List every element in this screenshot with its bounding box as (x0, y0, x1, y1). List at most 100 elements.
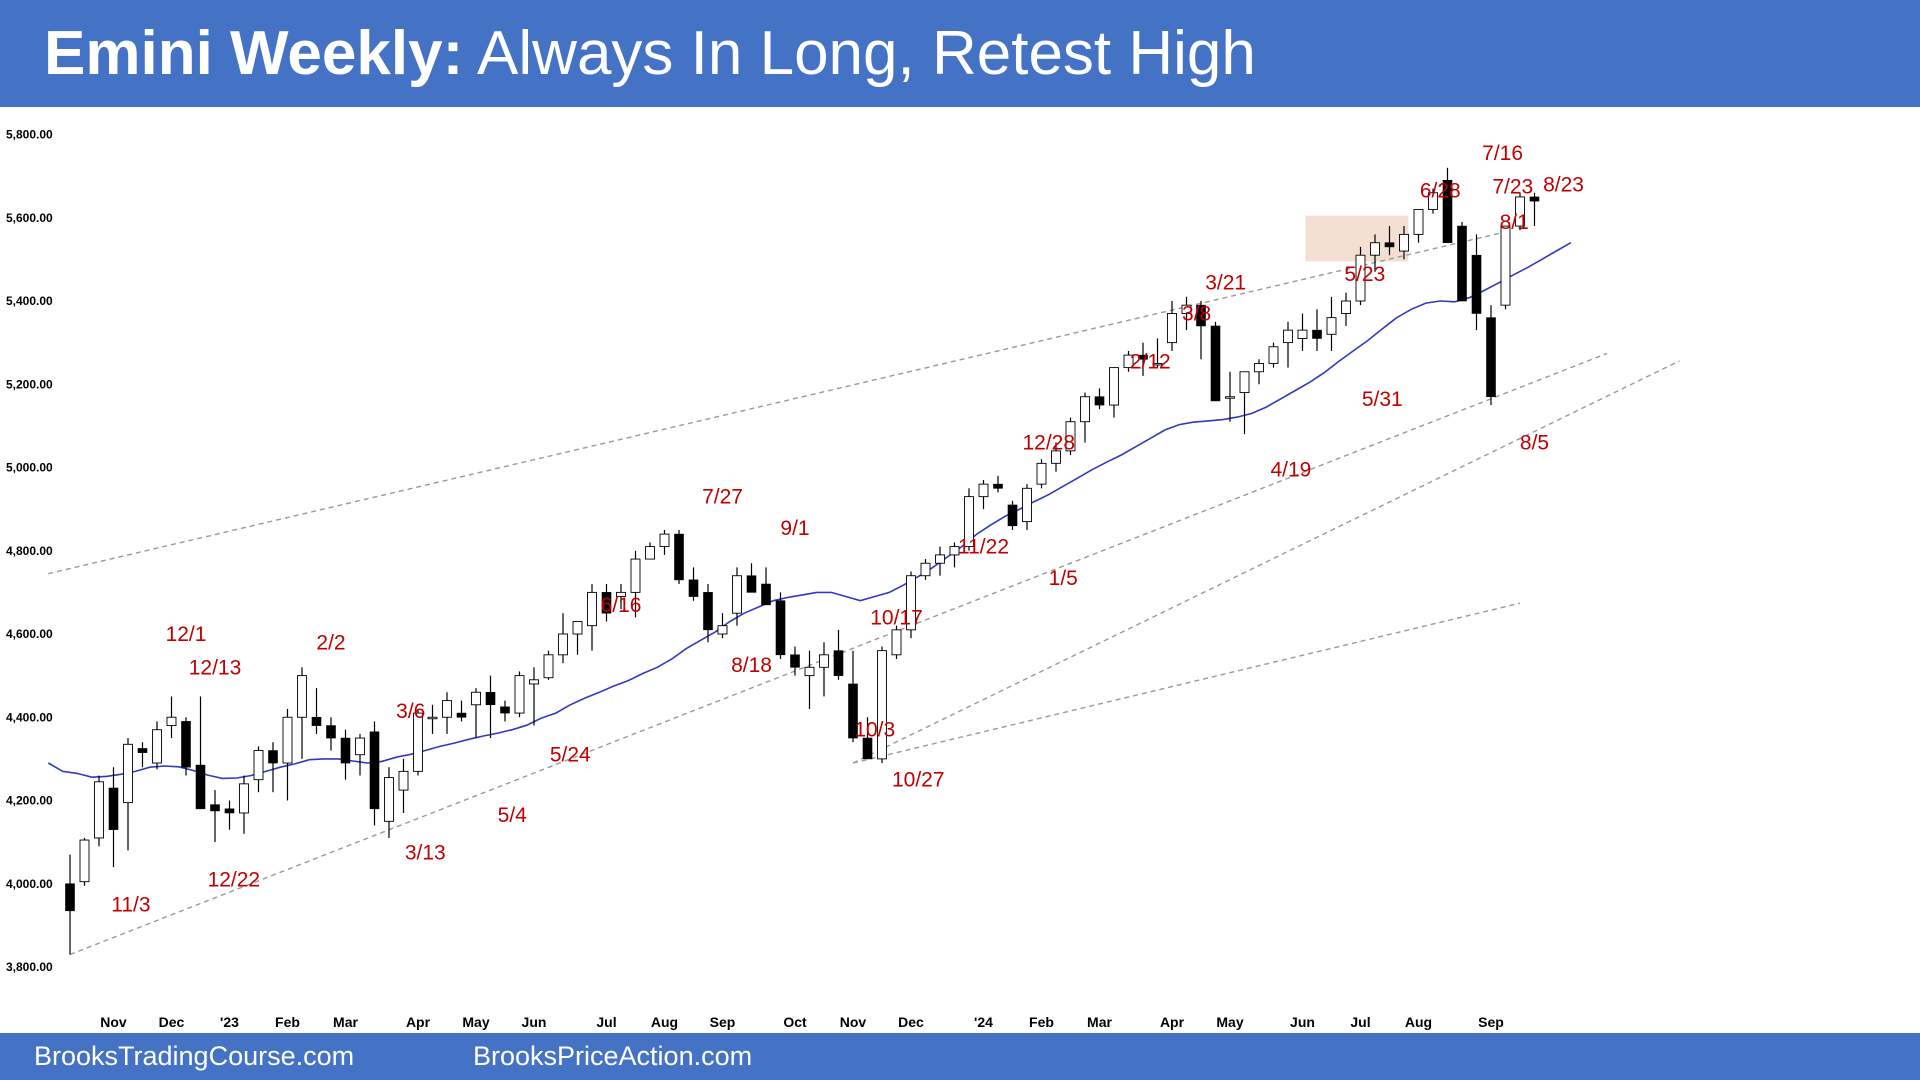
candle-15 (282, 708, 293, 801)
candle-body (1239, 371, 1250, 394)
y-axis: 3,800.00 4,000.00 4,200.00 4,400.00 4,600.00… (6, 128, 53, 975)
candle-body (500, 706, 510, 714)
candle-body (1341, 300, 1351, 314)
candle-body (413, 712, 423, 772)
candle-body (456, 712, 467, 718)
candle-77 (1181, 296, 1192, 331)
x-axis: Nov Dec '23 Feb Mar Apr May Jun Jul Aug Sep Oct Nov D… (100, 1014, 1504, 1030)
candle-body (1036, 462, 1047, 485)
candle-21 (369, 721, 380, 826)
y-tick-label: 3,800.00 (6, 960, 53, 974)
candle-44 (703, 584, 713, 643)
moving-average-layer (47, 242, 1572, 780)
annotation-label: 8/1 (1500, 211, 1529, 234)
x-tick-label: Jun (1290, 1014, 1315, 1030)
candle-body (442, 700, 452, 718)
trendline-3 (852, 602, 1521, 764)
annotation-label: 8/18 (731, 654, 772, 677)
annotation-label: 6/16 (601, 594, 642, 617)
x-tick-label: '23 (220, 1014, 239, 1030)
candle-98 (1486, 305, 1496, 406)
candle-body (326, 725, 336, 739)
candle-89 (1355, 246, 1366, 306)
candle-body (964, 496, 974, 548)
candle-47 (746, 563, 757, 593)
candle-body (1167, 313, 1177, 344)
candle-body (1051, 450, 1061, 464)
candle-body (65, 883, 75, 912)
candle-51 (804, 650, 815, 709)
candle-36 (587, 584, 597, 651)
candle-body (572, 621, 583, 635)
annotation-label: 8/23 (1543, 173, 1584, 196)
candle-52 (819, 642, 829, 697)
candle-57 (891, 625, 902, 659)
candle-body (543, 654, 554, 679)
footer-link-brookstradingcourse[interactable]: BrooksTradingCourse.com (34, 1041, 355, 1071)
candle-68 (1051, 442, 1061, 472)
x-tick-label: Mar (333, 1014, 358, 1030)
candle-56 (877, 646, 887, 764)
trendline-4 (852, 360, 1680, 764)
candle-body (659, 533, 670, 548)
candle-body (1007, 504, 1018, 527)
candle-90 (1370, 234, 1380, 272)
x-tick-label: '24 (974, 1014, 993, 1030)
candle-body (1065, 421, 1076, 452)
candle-body (645, 546, 655, 560)
candle-body (862, 737, 873, 760)
candle-body (384, 777, 394, 822)
candle-layer (65, 167, 1540, 955)
candle-61 (949, 542, 960, 568)
candle-13 (253, 746, 264, 793)
x-tick-label: Nov (840, 1014, 867, 1030)
candle-10 (210, 790, 220, 843)
x-tick-label: Jul (1350, 1014, 1370, 1030)
candle-body (906, 575, 916, 631)
annotation-label: 9/1 (780, 517, 809, 540)
candle-60 (935, 546, 945, 576)
candle-74 (1138, 342, 1148, 376)
annotation-label: 3/21 (1205, 271, 1246, 294)
candle-body (1326, 317, 1337, 335)
candle-64 (993, 475, 1003, 493)
candle-71 (1094, 388, 1105, 410)
candle-6 (152, 721, 162, 770)
candle-body (94, 781, 104, 839)
candle-body (558, 633, 568, 656)
candle-body (674, 533, 684, 581)
candle-9 (195, 696, 206, 810)
candle-5 (137, 742, 148, 768)
candle-78 (1196, 301, 1206, 360)
candle-body (703, 592, 713, 631)
candle-body (1254, 362, 1264, 373)
candle-body (1399, 233, 1409, 252)
candle-body (819, 654, 829, 668)
y-tick-label: 4,800.00 (6, 544, 53, 558)
candle-body (1196, 304, 1206, 327)
candle-16 (297, 667, 307, 759)
candle-95 (1442, 167, 1453, 244)
candle-42 (674, 529, 684, 585)
candle-body (688, 579, 699, 597)
candle-body (1312, 329, 1322, 339)
candle-45 (717, 613, 728, 639)
x-tick-label: Sep (710, 1014, 736, 1030)
candle-body (1529, 196, 1540, 202)
trendline-1 (48, 231, 1506, 575)
x-tick-label: Dec (159, 1014, 185, 1030)
candle-body (1384, 242, 1395, 248)
candle-7 (166, 696, 177, 739)
candle-body (514, 675, 525, 714)
candle-body (108, 787, 119, 830)
x-tick-label: Apr (406, 1014, 431, 1030)
candle-79 (1210, 321, 1221, 402)
annotation-label: 12/1 (166, 623, 207, 646)
footer-link-brookspriceaction[interactable]: BrooksPriceAction.com (473, 1041, 753, 1071)
candle-body (123, 743, 133, 804)
candle-82 (1254, 359, 1264, 385)
candle-29 (485, 675, 496, 739)
candle-59 (920, 559, 931, 580)
y-tick-label: 4,000.00 (6, 877, 53, 891)
page-title: Emini Weekly: Always In Long, Retest Hig… (44, 18, 1256, 89)
